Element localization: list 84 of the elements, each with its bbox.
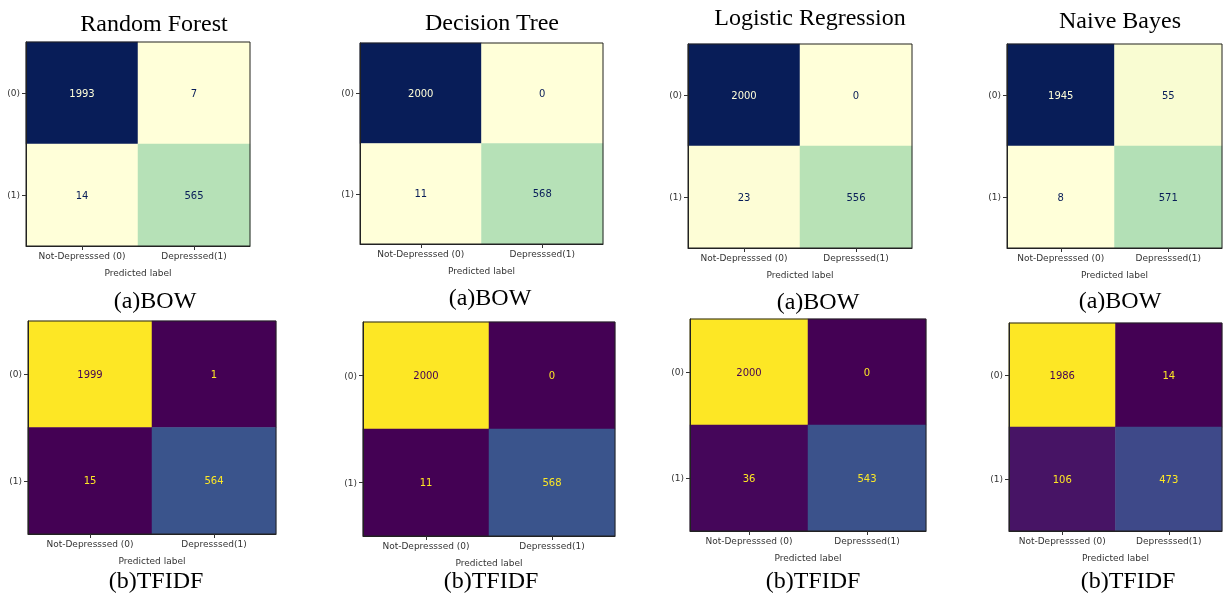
y-tick-label: (0) <box>988 90 1001 100</box>
text: (b)TFIDF <box>1080 567 1176 593</box>
y-tick-label: (1) <box>669 192 682 202</box>
x-axis-title: Predicted label <box>448 265 515 276</box>
x-tick-label: Not-Depresssed (0) <box>38 250 126 261</box>
data-label: 568 <box>532 188 552 200</box>
data-label: 1945 <box>1048 89 1074 101</box>
y-tick-label: (0) <box>990 370 1003 380</box>
data-label: 564 <box>204 475 224 487</box>
x-axis-title: Predicted label <box>1082 552 1149 563</box>
x-tick-label: Depresssed(1) <box>181 538 247 549</box>
y-tick-label: (0) <box>341 88 354 99</box>
data-label: 2000 <box>736 366 762 378</box>
data-label: 543 <box>857 472 877 484</box>
y-tick-label: (0) <box>7 88 20 98</box>
data-label: 2000 <box>408 87 434 99</box>
data-label: 0 <box>863 366 871 378</box>
x-tick-label: Not-Depresssed (0) <box>377 248 465 259</box>
y-tick-label: (1) <box>7 190 20 200</box>
text: (b)TFIDF <box>765 567 861 593</box>
data-label: 1999 <box>77 368 103 380</box>
y-tick-label: (1) <box>990 474 1003 484</box>
y-tick-label: (1) <box>9 475 22 486</box>
data-label: 0 <box>548 370 556 381</box>
x-axis-title: Predicted label <box>1081 269 1148 280</box>
data-label: 556 <box>846 191 866 203</box>
data-label: 0 <box>852 89 860 101</box>
x-axis-title: Predicted label <box>118 555 186 566</box>
chart-title: Logistic Regression <box>714 4 906 30</box>
y-tick-label: (0) <box>671 367 684 377</box>
data-label: 0 <box>539 87 546 99</box>
data-label: 2000 <box>413 370 439 381</box>
y-tick-label: (1) <box>671 473 684 483</box>
x-tick-label: Depresssed(1) <box>509 248 575 259</box>
data-label: 2000 <box>731 89 757 101</box>
chart-title: Random Forest <box>80 10 228 36</box>
x-tick-label: Not-Depresssed (0) <box>1017 252 1105 263</box>
text: (a)BOW <box>448 284 532 310</box>
data-label: 15 <box>83 475 97 487</box>
x-axis-title: Predicted label <box>455 557 523 568</box>
x-tick-label: Not-Depresssed (0) <box>46 538 134 549</box>
data-label: 11 <box>419 477 433 488</box>
data-label: 106 <box>1052 473 1072 485</box>
data-label: 7 <box>190 87 198 99</box>
x-tick-label: Not-Depresssed (0) <box>700 252 788 263</box>
data-label: 568 <box>542 477 562 488</box>
data-label: 36 <box>742 472 756 484</box>
text: (a)BOW <box>1078 287 1162 313</box>
text: (b)TFIDF <box>443 567 539 593</box>
data-label: 565 <box>184 189 204 201</box>
x-tick-label: Depresssed(1) <box>519 540 585 551</box>
data-label: 1 <box>210 368 218 380</box>
y-tick-label: (1) <box>341 188 354 199</box>
y-tick-label: (0) <box>344 370 357 381</box>
data-label: 55 <box>1161 89 1175 101</box>
x-tick-label: Not-Depresssed (0) <box>382 540 470 551</box>
text: (a)BOW <box>776 288 860 314</box>
data-label: 1993 <box>69 87 95 99</box>
y-tick-label: (1) <box>344 477 357 488</box>
data-label: 14 <box>1162 369 1176 381</box>
y-tick-label: (0) <box>9 369 22 380</box>
data-label: 1986 <box>1049 369 1075 381</box>
x-tick-label: Not-Depresssed (0) <box>705 535 793 546</box>
data-label: 8 <box>1057 191 1064 203</box>
x-axis-title: Predicted label <box>766 269 834 280</box>
y-tick-label: (1) <box>988 192 1001 202</box>
x-axis-title: Predicted label <box>104 267 172 278</box>
text: (a)BOW <box>113 287 197 313</box>
y-tick-label: (0) <box>669 90 682 100</box>
data-label: 23 <box>737 191 751 203</box>
data-label: 11 <box>414 188 428 200</box>
chart-title: Naive Bayes <box>1059 7 1181 33</box>
x-tick-label: Not-Depresssed (0) <box>1018 535 1106 546</box>
data-label: 473 <box>1159 473 1179 485</box>
data-label: 571 <box>1158 191 1178 203</box>
x-tick-label: Depresssed(1) <box>834 535 900 546</box>
x-tick-label: Depresssed(1) <box>1135 252 1201 263</box>
x-tick-label: Depresssed(1) <box>1136 535 1202 546</box>
x-tick-label: Depresssed(1) <box>823 252 889 263</box>
x-tick-label: Depresssed(1) <box>161 250 227 261</box>
data-label: 14 <box>75 189 89 201</box>
text: (b)TFIDF <box>108 567 204 593</box>
chart-title: Decision Tree <box>425 9 559 35</box>
x-axis-title: Predicted label <box>774 552 842 563</box>
